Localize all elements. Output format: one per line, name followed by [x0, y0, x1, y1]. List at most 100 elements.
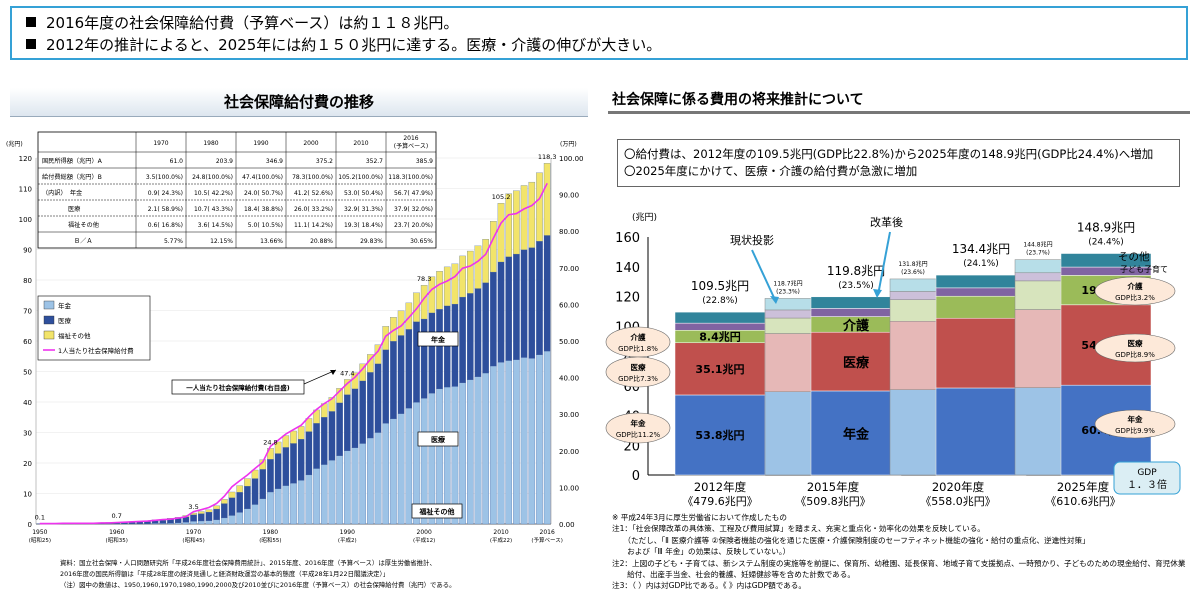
- table-header-cell: 2016: [403, 135, 418, 142]
- pension-bar-segment: [251, 504, 259, 525]
- medical-bar-segment: [259, 469, 267, 499]
- ghost-total-label: 118.7兆円: [773, 279, 802, 287]
- care-gdp-callout-2012-sub: GDP比1.8%: [618, 344, 658, 353]
- table-cell: 375.2: [316, 158, 333, 165]
- legend-label: 年金: [58, 301, 72, 310]
- arrowhead-icon: [330, 370, 336, 375]
- welfare-bar-segment: [221, 499, 228, 504]
- data-table: [37, 131, 437, 249]
- category-label: 2025年度: [1057, 480, 1110, 494]
- ghost-gdp-label: (23.6%): [901, 269, 925, 276]
- pension-bar-segment: [236, 512, 243, 525]
- per-capita-line: [39, 182, 548, 525]
- category-sublabel: 《610.6兆円》: [1045, 495, 1121, 508]
- segment-value-label: 8.4兆円: [699, 330, 741, 344]
- welfare-bar-segment: [205, 509, 213, 513]
- table-cell: 13.66%: [260, 238, 283, 245]
- total-gdp-label: (24.4%): [1088, 238, 1124, 248]
- stacked-bar-segment: [935, 387, 1027, 476]
- welfare-bar-segment: [459, 255, 466, 298]
- medical-bar-segment: [459, 296, 466, 383]
- table-cell: 32.9( 31.3%): [344, 206, 383, 213]
- medical-bar-segment: [190, 514, 197, 522]
- y-tick-label: 30: [23, 430, 32, 438]
- pension-bar-segment: [505, 360, 513, 525]
- table-cell: 352.7: [366, 158, 383, 165]
- stacked-bar-segment: [810, 390, 902, 476]
- welfare-bar-segment: [274, 441, 282, 454]
- medical-bar-segment: [543, 235, 551, 352]
- social-security-trend-chart: (兆円) (万円) 0 10 20 30 40 50 60 70 80 90 100 110 120 0.00…: [6, 131, 584, 544]
- y-tick-label: 160: [615, 231, 640, 246]
- table-row-label: 医療: [68, 205, 80, 213]
- pension-bar-segment: [282, 485, 290, 525]
- table-header-cell: 2000: [303, 140, 318, 147]
- stacked-bar-segment: [674, 311, 766, 324]
- medical-bar-segment: [351, 388, 359, 448]
- pension-bar-segment: [344, 450, 351, 525]
- welfare-bar-segment: [405, 302, 413, 330]
- x-tick-label: 2010: [493, 529, 508, 536]
- table-cell: 19.3( 18.4%): [344, 222, 383, 229]
- total-value-label: 148.9兆円: [1077, 221, 1135, 235]
- medical-bar-segment: [274, 453, 282, 489]
- welfare-bar-segment: [520, 185, 528, 250]
- pension-bar-segment: [382, 423, 390, 525]
- projection-ghost-segment: [764, 309, 812, 319]
- pension-bar-segment: [405, 407, 413, 525]
- right-y-unit: (万円): [560, 141, 577, 148]
- care-segment-label: 介護: [842, 318, 870, 334]
- future-cost-projection-chart: (兆円)0204060801001201401602012年度《479.6兆円》…: [605, 212, 1181, 508]
- table-cell: 23.7( 20.0%): [394, 222, 433, 229]
- stacked-bar-segment: [935, 295, 1027, 319]
- medical-bar-segment: [505, 256, 513, 361]
- table-header-cell: 1970: [153, 140, 168, 147]
- legend-swatch: [43, 315, 55, 325]
- pension-bar-segment: [259, 498, 267, 525]
- pension-bar-segment: [543, 350, 551, 525]
- table-cell: 0.9( 24.3%): [148, 190, 183, 197]
- right-summary-line: 〇2025年度にかけて、医療・介護の給付費が急激に増加: [624, 164, 918, 178]
- total-value-label: 0.1: [35, 514, 45, 522]
- category-label: 2012年度: [694, 480, 747, 494]
- y-tick-label: 140: [615, 261, 640, 276]
- welfare-bar-segment: [497, 203, 505, 263]
- medical-bar-segment: [213, 508, 220, 520]
- pension-gdp-callout-2012-sub: GDP比11.2%: [616, 430, 661, 439]
- medical-bar-segment: [520, 249, 528, 358]
- table-cell: 5.0( 10.5%): [248, 222, 283, 229]
- reform-label: 改革後: [870, 215, 903, 229]
- table-cell: 3.6( 14.5%): [198, 222, 233, 229]
- y2-tick-label: 90.00: [559, 192, 579, 200]
- projection-ghost-segment: [764, 317, 812, 334]
- pension-bar-segment: [520, 357, 528, 525]
- x-tick-sublabel: (昭和45): [182, 536, 204, 544]
- medical-bar-segment: [344, 394, 351, 451]
- childcare-label: 子ども子育て: [1120, 264, 1168, 274]
- welfare-bar-segment: [328, 397, 336, 412]
- table-cell: 53.0( 50.4%): [344, 190, 383, 197]
- summary-line-2: 2012年の推計によると、2025年には約１５０兆円に達する。医療・介護の伸びが…: [26, 36, 661, 54]
- pension-gdp-callout-2025: [1094, 409, 1176, 439]
- medical-bar-segment: [221, 503, 228, 519]
- total-value-label: 134.4兆円: [952, 242, 1010, 256]
- table-cell: 3.5(100.0%): [146, 174, 183, 181]
- category-label: 2015年度: [807, 480, 860, 494]
- table-cell: 20.88%: [310, 238, 333, 245]
- pension-bar-segment: [336, 455, 343, 525]
- table-cell: 37.9( 32.0%): [394, 206, 433, 213]
- projection-ghost-segment: [889, 278, 937, 292]
- ghost-total-label: 144.8兆円: [1023, 241, 1052, 249]
- legend-label: 1人当たり社会保障給付費: [58, 346, 134, 355]
- stacked-bar-segment: [810, 331, 902, 392]
- current-projection-label: 現状投影: [730, 233, 774, 247]
- pension-bar-segment: [490, 365, 497, 525]
- welfare-bar-segment: [244, 478, 251, 487]
- table-cell: 78.3(100.0%): [292, 174, 333, 181]
- y2-tick-label: 50.00: [559, 338, 579, 346]
- table-cell: 61.0: [170, 158, 184, 165]
- right-note: 注1：「社会保障改革の具体策、工程及び費用試算」を踏まえ、充実と重点化・効率化の…: [612, 524, 985, 534]
- x-tick-sublabel: (平成12): [413, 536, 435, 544]
- left-note: 資料：国立社会保障・人口問題研究所「平成26年度社会保障費用統計」、2015年度…: [60, 559, 436, 567]
- total-gdp-label: (22.8%): [702, 296, 738, 306]
